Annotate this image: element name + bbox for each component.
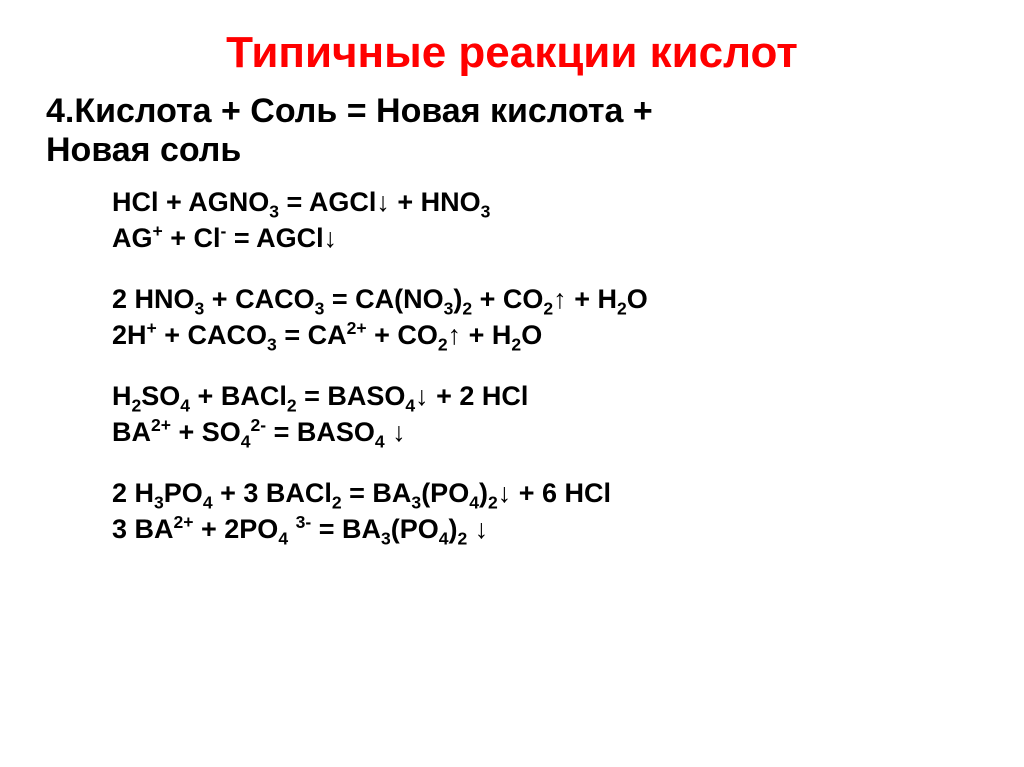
equation-line: 3 BA2+ + 2PO4 3- = BA3(PO4)2 ↓ bbox=[112, 511, 978, 547]
equation-line: 2 HNO3 + CACO3 = CA(NO3)2 + CO2↑ + H2O bbox=[112, 281, 978, 317]
equation-group-3: H2SO4 + BACl2 = BASO4↓ + 2 HCl BA2+ + SO… bbox=[112, 378, 978, 451]
equation-line: HCl + AGNO3 = AGCl↓ + HNO3 bbox=[112, 184, 978, 220]
equation-line: BA2+ + SO42- = BASO4 ↓ bbox=[112, 414, 978, 450]
equation-line: H2SO4 + BACl2 = BASO4↓ + 2 HCl bbox=[112, 378, 978, 414]
equations-block: HCl + AGNO3 = AGCl↓ + HNO3 AG+ + Cl- = A… bbox=[46, 184, 978, 548]
equation-group-1: HCl + AGNO3 = AGCl↓ + HNO3 AG+ + Cl- = A… bbox=[112, 184, 978, 257]
equation-line: 2H+ + CACO3 = CA2+ + CO2↑ + H2O bbox=[112, 317, 978, 353]
subtitle-line-2: Новая соль bbox=[46, 131, 978, 170]
equation-group-2: 2 HNO3 + CACO3 = CA(NO3)2 + CO2↑ + H2O 2… bbox=[112, 281, 978, 354]
page-title: Типичные реакции кислот bbox=[46, 28, 978, 78]
subtitle-block: 4.Кислота + Соль = Новая кислота + Новая… bbox=[46, 92, 978, 170]
equation-group-4: 2 H3PO4 + 3 BACl2 = BA3(PO4)2↓ + 6 HCl 3… bbox=[112, 475, 978, 548]
equation-line: AG+ + Cl- = AGCl↓ bbox=[112, 220, 978, 256]
equation-line: 2 H3PO4 + 3 BACl2 = BA3(PO4)2↓ + 6 HCl bbox=[112, 475, 978, 511]
subtitle-line-1: 4.Кислота + Соль = Новая кислота + bbox=[46, 92, 978, 131]
